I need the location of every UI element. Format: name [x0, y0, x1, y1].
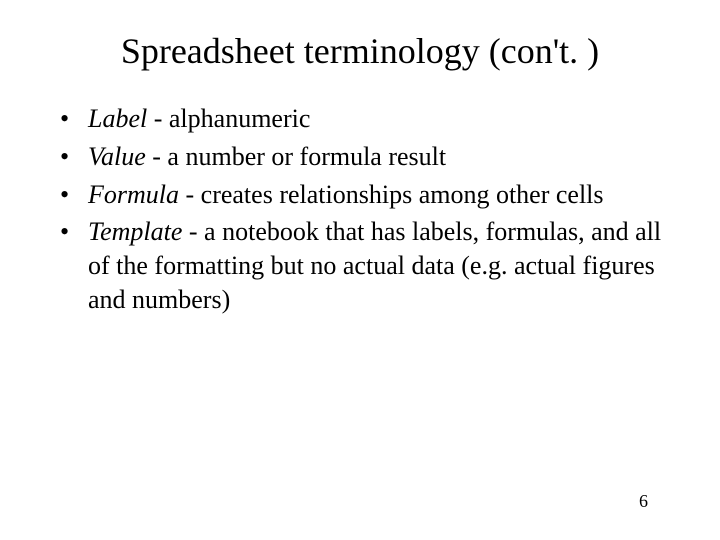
term: Label: [88, 104, 147, 133]
bullet-marker: •: [60, 102, 88, 136]
term: Template: [88, 217, 182, 246]
bullet-marker: •: [60, 215, 88, 316]
bullet-text: Formula - creates relationships among ot…: [88, 178, 680, 212]
bullet-text: Value - a number or formula result: [88, 140, 680, 174]
definition: - alphanumeric: [147, 104, 310, 133]
list-item: • Template - a notebook that has labels,…: [60, 215, 680, 316]
bullet-list: • Label - alphanumeric • Value - a numbe…: [40, 102, 680, 317]
bullet-marker: •: [60, 178, 88, 212]
bullet-text: Template - a notebook that has labels, f…: [88, 215, 680, 316]
slide: Spreadsheet terminology (con't. ) • Labe…: [0, 0, 720, 540]
bullet-marker: •: [60, 140, 88, 174]
list-item: • Formula - creates relationships among …: [60, 178, 680, 212]
bullet-text: Label - alphanumeric: [88, 102, 680, 136]
list-item: • Value - a number or formula result: [60, 140, 680, 174]
term: Formula: [88, 180, 179, 209]
slide-title: Spreadsheet terminology (con't. ): [40, 30, 680, 72]
term: Value: [88, 142, 146, 171]
page-number: 6: [639, 491, 648, 512]
list-item: • Label - alphanumeric: [60, 102, 680, 136]
definition: - creates relationships among other cell…: [179, 180, 604, 209]
definition: - a number or formula result: [146, 142, 446, 171]
